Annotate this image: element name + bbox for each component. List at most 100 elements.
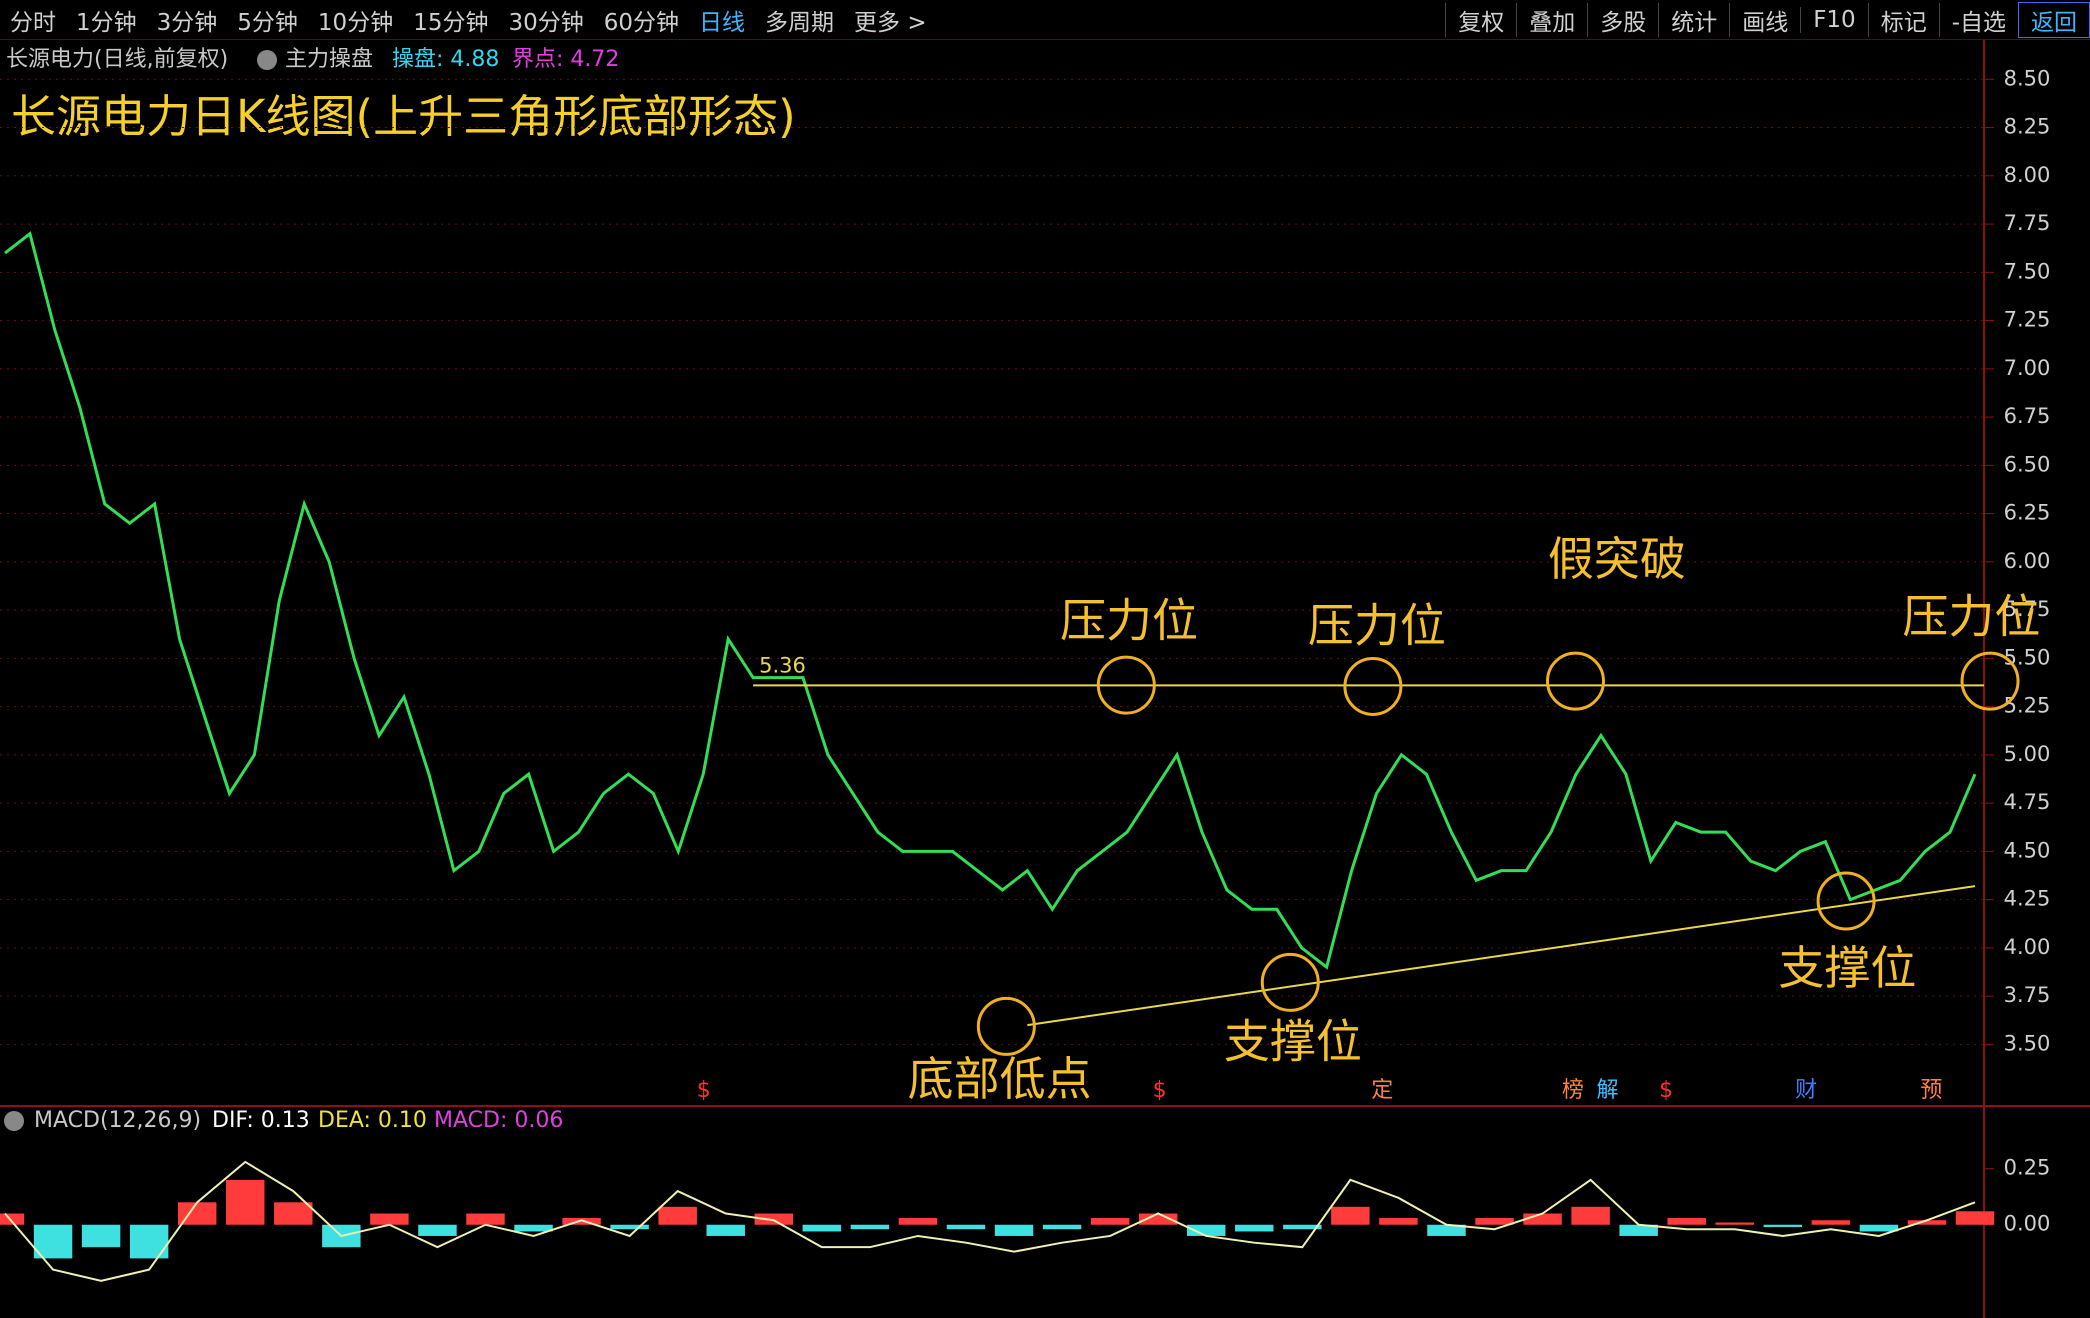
event-marker: $	[697, 1078, 711, 1103]
macd-bar	[1283, 1224, 1322, 1230]
macd-bar	[994, 1224, 1034, 1236]
annotation: 底部低点	[908, 1052, 1092, 1106]
period-tab[interactable]: 1分钟	[76, 9, 137, 36]
macd-bar	[1667, 1218, 1706, 1225]
period-tabs: 分时 1分钟 3分钟 5分钟 10分钟 15分钟 30分钟 60分钟 日线 多周期 更多 >	[0, 0, 937, 39]
macd-bar	[898, 1218, 938, 1225]
y-tick-label: 4.50	[2004, 838, 2051, 862]
period-tab[interactable]: 多周期	[765, 9, 835, 36]
macd-bar	[706, 1224, 745, 1236]
macd-bar	[1475, 1218, 1514, 1225]
macd-bar	[1379, 1218, 1418, 1225]
macd-bar	[1619, 1224, 1658, 1236]
annotation: 压力位	[1902, 589, 2040, 643]
macd-bar	[1138, 1213, 1178, 1225]
dif-line	[4, 1160, 1976, 1282]
event-marker: $	[1153, 1078, 1167, 1103]
y-tick-label: 5.50	[2004, 645, 2051, 669]
macd-bar	[1042, 1224, 1082, 1230]
y-tick-label: 8.50	[2004, 66, 2051, 90]
macd-bar	[562, 1218, 601, 1225]
period-tab[interactable]: 60分钟	[603, 9, 680, 36]
y-tick-label: 6.50	[2004, 452, 2051, 476]
annotation: 支撑位	[1778, 941, 1916, 995]
macd-bar	[946, 1224, 986, 1230]
period-tab[interactable]: 3分钟	[156, 9, 218, 36]
period-tab[interactable]: 5分钟	[237, 9, 298, 36]
macd-bar	[466, 1213, 505, 1225]
macd-bar	[370, 1213, 409, 1225]
y-tick-label: 6.25	[2004, 501, 2051, 525]
macd-bar	[850, 1224, 890, 1230]
macd-bar	[1427, 1224, 1466, 1236]
support-line	[1027, 885, 1976, 1027]
macd-readout: DIF: 0.13	[212, 1108, 310, 1133]
tool-button[interactable]: 标记	[1867, 2, 1939, 37]
toolbar: 分时 1分钟 3分钟 5分钟 10分钟 15分钟 30分钟 60分钟 日线 多周期 更多 > 复权 叠加…	[0, 0, 2090, 40]
period-tab[interactable]: 分时	[10, 9, 56, 36]
y-tick-label: 5.00	[2004, 742, 2051, 766]
period-tab[interactable]: 10分钟	[317, 9, 394, 36]
macd-bar	[610, 1224, 649, 1230]
annotation: 压力位	[1060, 593, 1198, 647]
event-marker: 财	[1795, 1078, 1817, 1103]
y-tick-label: 6.75	[2004, 404, 2051, 428]
indicator-toggle[interactable]	[257, 50, 277, 70]
macd-bar	[177, 1202, 217, 1225]
macd-bar	[0, 1213, 25, 1225]
y-tick-label: 5.25	[2004, 694, 2051, 718]
annotation: 假突破	[1548, 532, 1686, 586]
annotation-circle	[1096, 655, 1156, 715]
macd-bar	[1715, 1222, 1754, 1225]
macd-bar	[1811, 1220, 1851, 1225]
macd-bar	[802, 1224, 842, 1232]
tool-button[interactable]: F10	[1800, 6, 1868, 33]
tool-button[interactable]: 多股	[1587, 2, 1658, 37]
macd-readout: DEA: 0.10	[318, 1108, 427, 1133]
macd-bar	[1571, 1206, 1610, 1225]
tool-button[interactable]: -自选	[1938, 2, 2018, 37]
y-tick-label: 7.25	[2004, 308, 2051, 332]
macd-bar	[1907, 1220, 1947, 1225]
readout: 界点: 4.72	[512, 47, 619, 72]
tool-button[interactable]: 统计	[1658, 2, 1729, 37]
macd-bar	[1235, 1224, 1274, 1232]
resistance-label: 5.36	[759, 653, 806, 677]
y-tick-label: 4.75	[2004, 790, 2051, 814]
indicator-toggle[interactable]	[4, 1111, 24, 1131]
macd-bar	[226, 1179, 265, 1225]
macd-bar	[1955, 1211, 1995, 1225]
y-tick-label: 7.00	[2004, 356, 2051, 380]
macd-bar	[1187, 1224, 1226, 1236]
indicator-name: 主力操盘	[285, 47, 373, 72]
y-tick-label: 8.00	[2004, 163, 2051, 187]
macd-bar	[658, 1206, 697, 1225]
annotation-circle	[1260, 952, 1320, 1012]
period-tab[interactable]: 更多 >	[854, 9, 927, 36]
y-tick-label: 4.25	[2004, 887, 2051, 911]
macd-readout: MACD: 0.06	[434, 1108, 563, 1133]
period-tab[interactable]: 30分钟	[508, 9, 584, 36]
macd-bar	[418, 1224, 457, 1236]
chart-title: 长源电力日K线图(上升三角形底部形态)	[11, 90, 796, 143]
macd-bar	[81, 1224, 121, 1248]
annotation-circle	[1545, 651, 1605, 711]
annotation-circle	[1816, 871, 1876, 931]
annotation-circle	[1960, 651, 2020, 711]
security-name: 长源电力(日线,前复权)	[6, 47, 228, 72]
annotation-circle	[976, 996, 1036, 1056]
tool-button[interactable]: 叠加	[1516, 2, 1587, 37]
y-tick-label: 8.25	[2004, 115, 2051, 139]
macd-bar	[754, 1213, 793, 1225]
annotation: 压力位	[1308, 599, 1446, 653]
tool-button[interactable]: 画线	[1729, 2, 1800, 37]
period-tab[interactable]: 15分钟	[413, 9, 489, 36]
y-tick-label: 6.00	[2004, 549, 2051, 573]
tool-button[interactable]: 复权	[1445, 2, 1516, 37]
readout: 操盘: 4.88	[392, 47, 499, 72]
y-tick-label: 3.50	[2004, 1031, 2051, 1055]
period-tab[interactable]: 日线	[699, 9, 746, 36]
macd-bar	[1331, 1206, 1370, 1225]
